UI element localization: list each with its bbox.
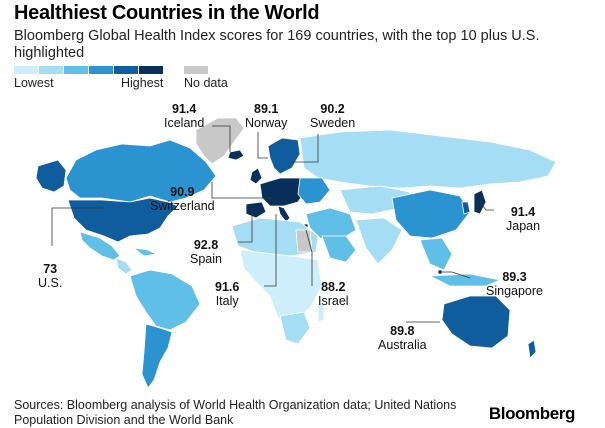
central-america-shape bbox=[115, 257, 133, 275]
annotation-switzerland: 90.9 Switzerland bbox=[150, 185, 215, 213]
world-map bbox=[35, 117, 557, 389]
iceland-label: Iceland bbox=[164, 116, 205, 130]
scandinavia-shape bbox=[267, 137, 301, 175]
mexico-shape bbox=[79, 231, 121, 261]
spain-value: 92.8 bbox=[193, 238, 219, 252]
iceland-shape bbox=[227, 149, 245, 161]
spain-label: Spain bbox=[190, 252, 222, 266]
annotation-italy: 91.6 Italy bbox=[215, 280, 239, 308]
italy-label: Italy bbox=[215, 294, 239, 308]
legend-nodata-label: No data bbox=[184, 76, 228, 90]
chart-subtitle: Bloomberg Global Health Index scores for… bbox=[14, 28, 540, 61]
italy-value: 91.6 bbox=[215, 280, 240, 294]
new-zealand-shape bbox=[527, 339, 537, 359]
annotation-japan: 91.4 Japan bbox=[506, 205, 540, 233]
annotation-sweden: 90.2 Sweden bbox=[310, 102, 355, 130]
china-shape bbox=[391, 189, 471, 239]
legend-swatch-6 bbox=[139, 66, 163, 74]
annotation-spain: 92.8 Spain bbox=[190, 238, 222, 266]
norway-leader-line bbox=[257, 132, 268, 159]
south-asia-shape bbox=[355, 217, 403, 265]
legend-swatch-2 bbox=[39, 66, 63, 74]
bloomberg-logo: Bloomberg bbox=[488, 404, 576, 423]
legend-swatch-nodata bbox=[184, 66, 208, 74]
uk-shape bbox=[249, 167, 263, 185]
iceland-leader-line bbox=[212, 125, 231, 152]
switzerland-value: 90.9 bbox=[170, 185, 195, 199]
indonesia-shape bbox=[429, 273, 501, 287]
chart-title: Healthiest Countries in the World bbox=[14, 2, 320, 24]
eastern-europe-shape bbox=[297, 177, 331, 205]
southern-africa-shape bbox=[279, 311, 311, 345]
arabia-shape bbox=[321, 235, 357, 263]
spain-shape bbox=[245, 201, 267, 219]
legend-swatch-4 bbox=[89, 66, 113, 74]
russia-shape bbox=[299, 129, 557, 189]
japan-value: 91.4 bbox=[510, 205, 536, 219]
switzerland-label: Switzerland bbox=[150, 199, 215, 213]
annotation-iceland: 91.4 Iceland bbox=[164, 102, 204, 130]
switzerland-leader-line bbox=[211, 182, 272, 199]
usa-shape bbox=[67, 197, 179, 243]
usa-value: 73 bbox=[43, 262, 58, 276]
legend-swatch-3 bbox=[64, 66, 88, 74]
south-america-south-shape bbox=[141, 323, 173, 389]
sahara-nodata-shape bbox=[295, 229, 313, 253]
usa-label: U.S. bbox=[38, 276, 63, 290]
western-europe-shape bbox=[259, 177, 307, 207]
source-note: Sources: Bloomberg analysis of World Hea… bbox=[14, 398, 457, 427]
annotation-usa: 73 U.S. bbox=[38, 262, 62, 290]
norway-label: Norway bbox=[245, 116, 288, 130]
alaska-shape bbox=[35, 159, 67, 193]
spain-leader-line bbox=[238, 208, 253, 243]
greenland-shape bbox=[195, 117, 245, 165]
south-america-north-shape bbox=[129, 269, 201, 331]
madagascar-shape bbox=[317, 301, 325, 323]
legend-low-label: Lowest bbox=[14, 76, 54, 90]
annotation-singapore: 89.3 Singapore bbox=[486, 270, 543, 298]
caribbean-shape bbox=[133, 247, 157, 257]
singapore-leader-line bbox=[440, 271, 471, 279]
north-africa-shape bbox=[231, 217, 319, 257]
singapore-label: Singapore bbox=[486, 284, 543, 298]
norway-value: 89.1 bbox=[254, 102, 279, 116]
sweden-value: 90.2 bbox=[320, 102, 345, 116]
southeast-asia-shape bbox=[419, 237, 453, 271]
australia-shape bbox=[441, 295, 511, 349]
canada-shape bbox=[65, 139, 217, 203]
legend-swatch-5 bbox=[114, 66, 138, 74]
italy-leader-line bbox=[264, 214, 277, 287]
australia-value: 89.8 bbox=[390, 324, 415, 338]
annotation-australia: 89.8 Australia bbox=[378, 324, 427, 352]
israel-leader-line bbox=[305, 229, 313, 286]
japan-label: Japan bbox=[506, 219, 541, 233]
annotation-norway: 89.1 Norway bbox=[245, 102, 287, 130]
iceland-value: 91.4 bbox=[171, 102, 197, 116]
israel-value: 88.2 bbox=[321, 280, 346, 294]
japan-leader-line bbox=[479, 201, 494, 211]
israel-label: Israel bbox=[318, 294, 349, 308]
middle-east-shape bbox=[305, 207, 357, 241]
annotation-israel: 88.2 Israel bbox=[318, 280, 349, 308]
sweden-leader-line bbox=[292, 134, 319, 163]
sweden-label: Sweden bbox=[310, 116, 356, 130]
central-africa-shape bbox=[239, 249, 323, 323]
legend-swatch-1 bbox=[14, 66, 38, 74]
korea-shape bbox=[461, 201, 471, 215]
usa-leader-line bbox=[51, 207, 104, 246]
legend-high-label: Highest bbox=[121, 76, 164, 90]
italy-shape bbox=[277, 205, 291, 223]
australia-label: Australia bbox=[378, 338, 427, 352]
singapore-value: 89.3 bbox=[502, 270, 527, 284]
